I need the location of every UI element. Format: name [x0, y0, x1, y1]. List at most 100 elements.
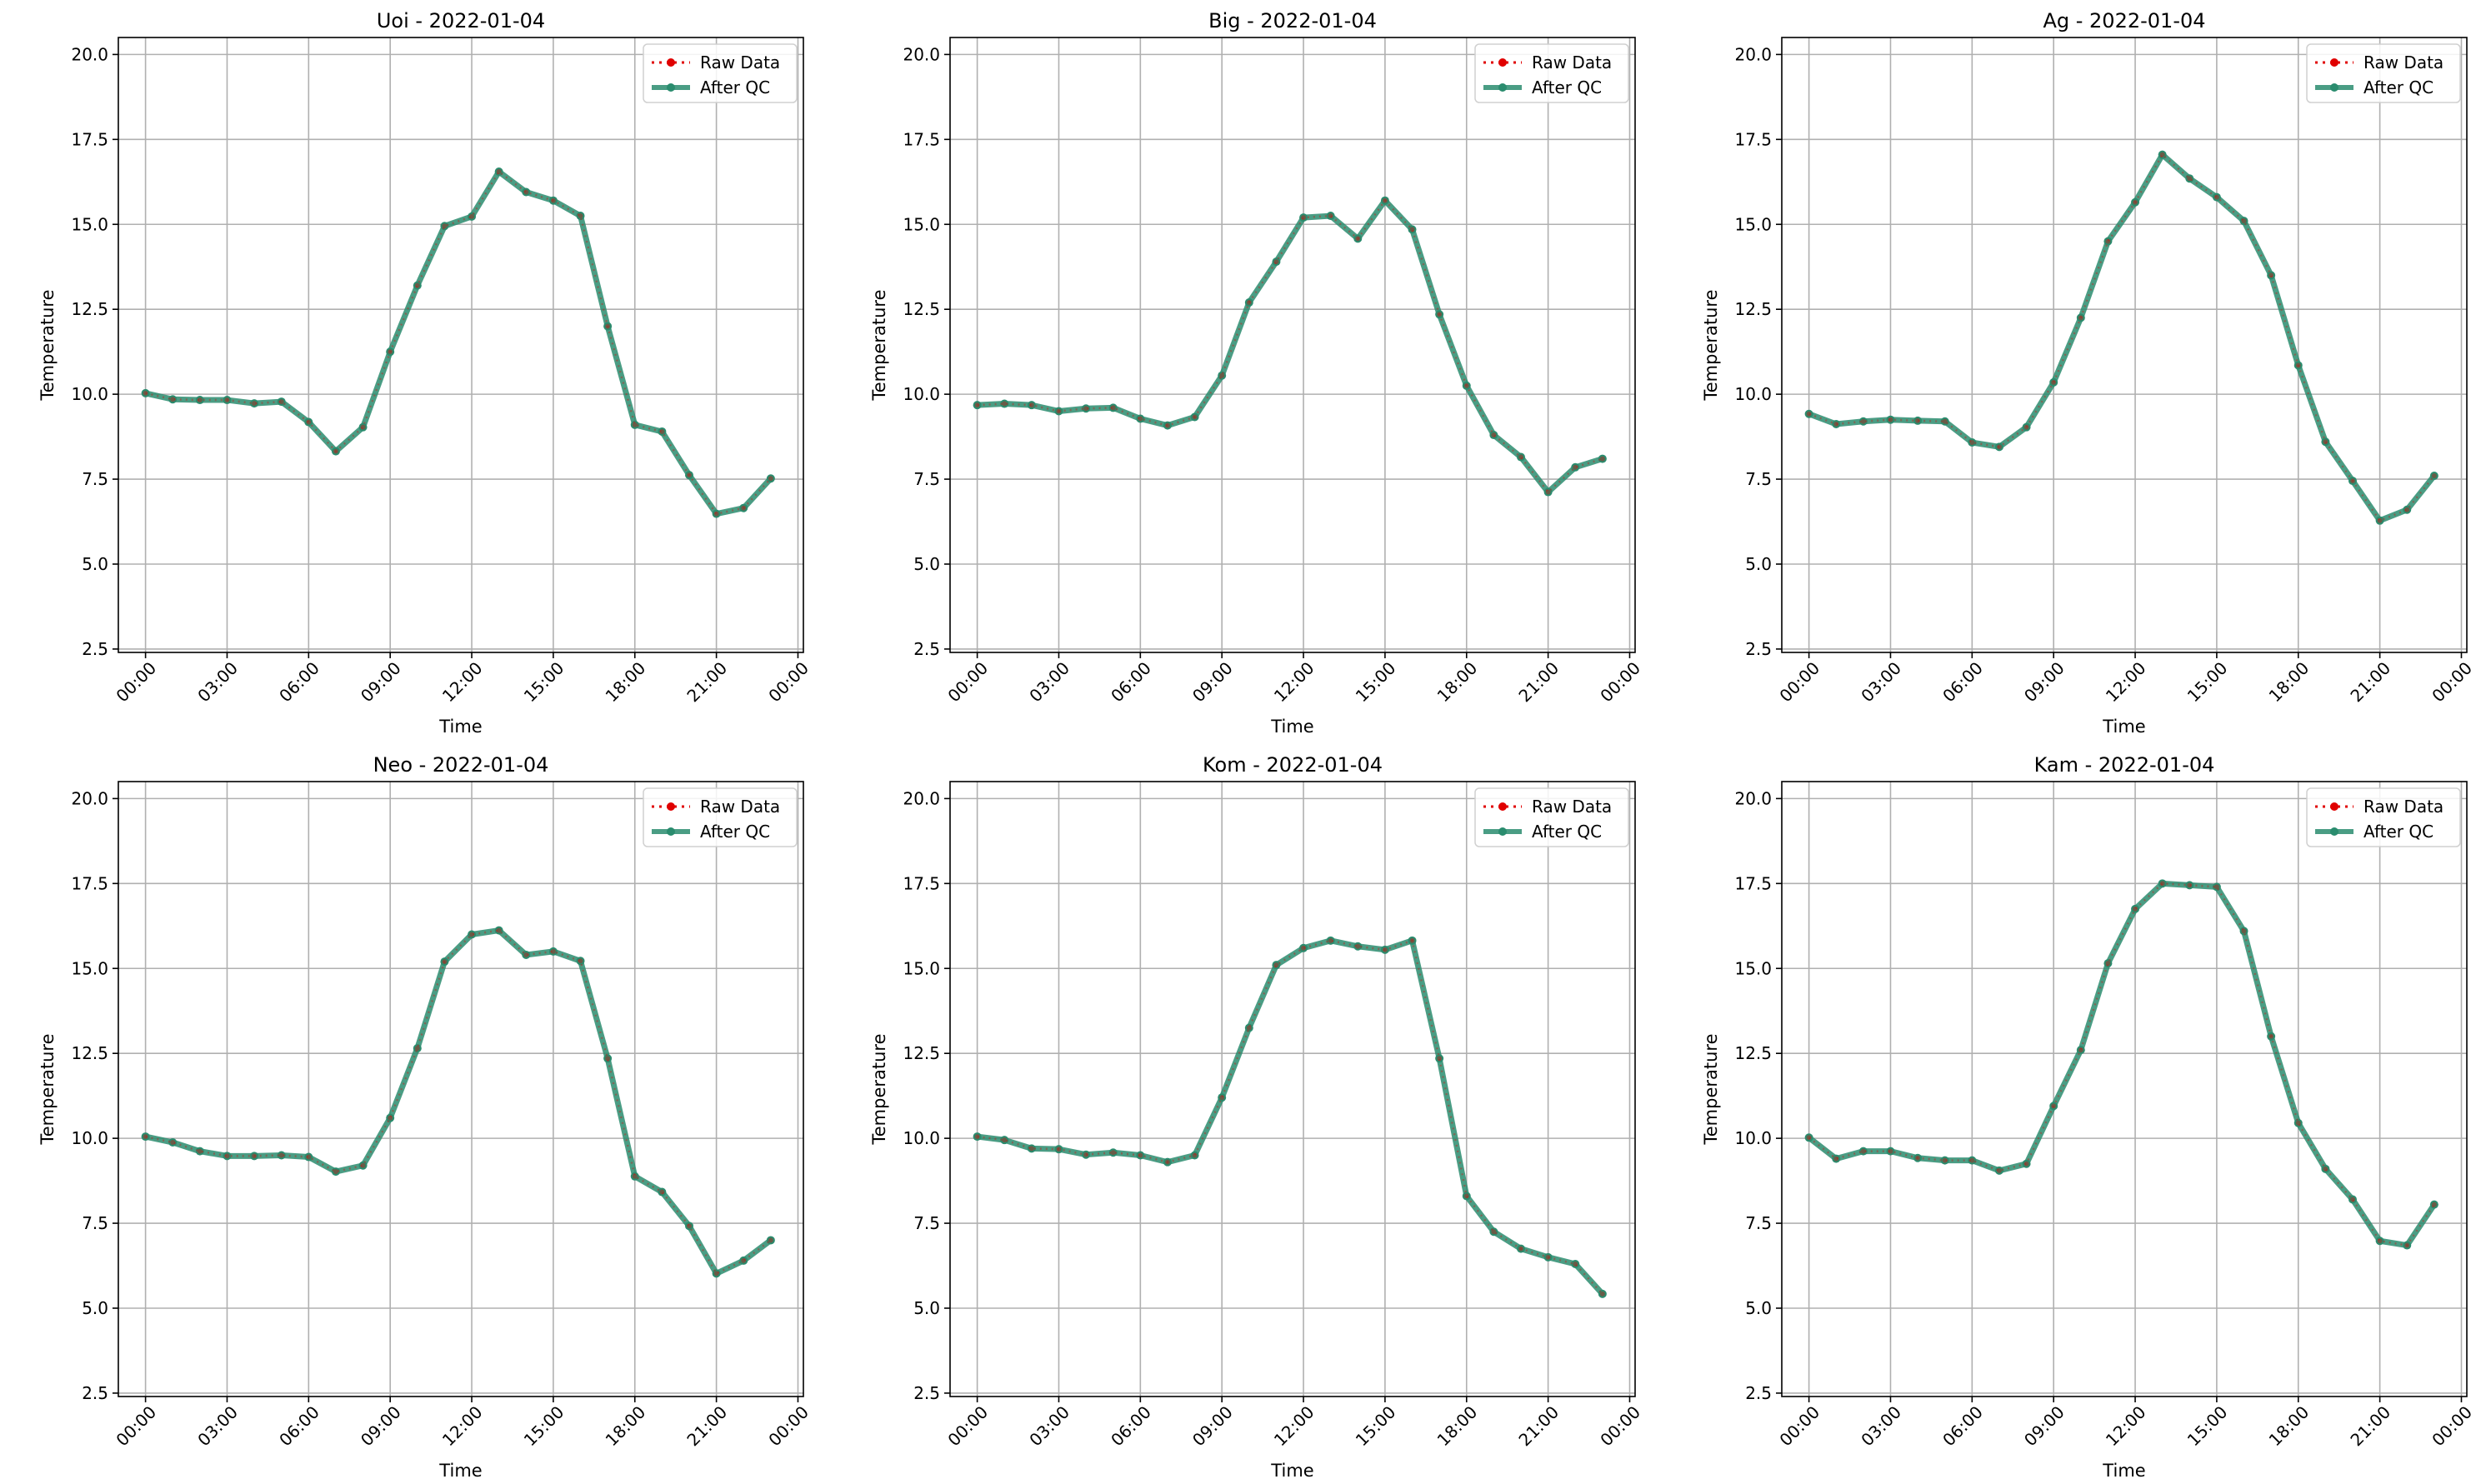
after-qc-point — [1000, 399, 1009, 408]
series-after-qc — [973, 936, 1607, 1298]
after-qc-point — [658, 427, 667, 436]
raw-data-point — [2431, 472, 2437, 478]
raw-data-point — [1355, 236, 1361, 242]
raw-data-point — [1138, 1152, 1143, 1158]
after-qc-point — [304, 1152, 313, 1162]
series-raw-data — [974, 197, 1605, 495]
y-tick-label: 17.5 — [1734, 873, 1772, 893]
after-qc-point — [2293, 1118, 2303, 1127]
raw-data-point — [1463, 1193, 1469, 1199]
y-tick-label: 2.5 — [1745, 1383, 1772, 1403]
raw-data-point — [741, 505, 747, 511]
y-axis-label: Temperature — [38, 1033, 58, 1145]
series-after-qc — [973, 196, 1607, 497]
axes-frame — [118, 37, 804, 653]
legend-label-after-qc: After QC — [700, 77, 770, 97]
after-qc-point — [440, 222, 449, 231]
legend: Raw Data After QC — [2306, 787, 2461, 847]
y-tick-label: 20.0 — [903, 788, 940, 808]
y-tick-label: 12.5 — [71, 1043, 108, 1063]
y-tick-label: 12.5 — [1734, 299, 1772, 319]
legend-marker-raw-data — [2330, 802, 2338, 811]
x-tick-label: 06:00 — [1107, 1402, 1155, 1451]
x-tick-label: 00:00 — [112, 1402, 160, 1451]
raw-data-point — [1491, 432, 1497, 438]
raw-data-point — [278, 1152, 284, 1158]
series-after-qc-line — [977, 197, 1603, 496]
raw-data-point — [2159, 881, 2165, 887]
raw-data-point — [1545, 1254, 1551, 1260]
series-raw-data-line — [1808, 882, 2435, 1247]
raw-data-point — [768, 1237, 773, 1243]
y-tick-label: 17.5 — [71, 873, 108, 893]
after-qc-point — [2348, 477, 2357, 486]
after-qc-point — [250, 399, 259, 408]
legend-label-raw-data: Raw Data — [700, 797, 780, 817]
raw-data-point — [252, 1153, 258, 1159]
after-qc-point — [2185, 174, 2194, 183]
after-qc-point — [548, 947, 558, 956]
after-qc-point — [766, 1236, 775, 1245]
after-qc-point — [223, 1152, 232, 1161]
x-tick-label: 21:00 — [2346, 1402, 2394, 1451]
raw-data-point — [1518, 454, 1523, 460]
x-tick-label: 21:00 — [1514, 1402, 1563, 1451]
legend-marker-raw-data — [1498, 802, 1507, 811]
chart-title: Kam - 2022-01-04 — [2034, 753, 2215, 777]
y-tick-label: 2.5 — [913, 1383, 940, 1403]
raw-data-point — [2404, 1242, 2410, 1248]
y-tick-label: 2.5 — [913, 639, 940, 659]
raw-data-point — [1083, 1152, 1089, 1157]
raw-data-point — [523, 952, 529, 957]
series-after-qc-line — [1808, 152, 2437, 524]
subplot: 2.5 5.0 7.5 10.0 12.5 15.0 17.5 20.0 00:00 03:00 0… — [38, 9, 813, 737]
raw-data-point — [1246, 1025, 1252, 1031]
after-qc-point — [358, 422, 368, 432]
after-qc-point — [2348, 1195, 2357, 1204]
raw-data-point — [1942, 1157, 1948, 1163]
raw-data-point — [2350, 1197, 2355, 1202]
raw-data-point — [360, 424, 366, 430]
series-raw-data — [974, 937, 1605, 1297]
x-tick-label: 21:00 — [683, 658, 731, 707]
raw-data-point — [2377, 517, 2383, 523]
y-tick-label: 10.0 — [903, 384, 940, 404]
after-qc-point — [2076, 313, 2085, 322]
after-qc-point — [548, 196, 558, 205]
raw-data-point — [1382, 197, 1388, 203]
x-tick-label: 12:00 — [438, 658, 487, 707]
after-qc-point — [2375, 516, 2384, 525]
y-tick-label: 17.5 — [1734, 129, 1772, 149]
after-qc-point — [1462, 1192, 1471, 1201]
y-tick-label: 15.0 — [71, 958, 108, 978]
subplot: 2.5 5.0 7.5 10.0 12.5 15.0 17.5 20.0 00:00 03:00 0… — [1701, 9, 2476, 737]
y-tick-label: 15.0 — [903, 958, 940, 978]
x-tick-label: 21:00 — [2346, 658, 2394, 707]
raw-data-point — [2133, 199, 2138, 205]
raw-data-point — [170, 397, 176, 402]
after-qc-point — [2158, 879, 2167, 888]
raw-data-point — [1573, 464, 1578, 470]
raw-data-point — [687, 472, 692, 478]
raw-data-point — [1969, 1157, 1975, 1163]
raw-data-point — [550, 197, 556, 203]
series-after-qc — [141, 926, 775, 1278]
raw-data-point — [414, 282, 420, 288]
raw-data-point — [333, 1169, 338, 1175]
after-qc-point — [1000, 1136, 1009, 1145]
raw-data-point — [224, 397, 230, 403]
after-qc-point — [494, 926, 503, 935]
series-after-qc-line — [144, 168, 773, 517]
raw-data-point — [1273, 962, 1279, 968]
x-tick-label: 03:00 — [1857, 658, 1905, 707]
y-tick-label: 12.5 — [903, 299, 940, 319]
legend: Raw Data After QC — [1474, 43, 1629, 103]
raw-data-point — [687, 1223, 692, 1229]
series-raw-data-line — [1808, 152, 2435, 522]
y-tick-label: 12.5 — [1734, 1043, 1772, 1063]
subplot: 2.5 5.0 7.5 10.0 12.5 15.0 17.5 20.0 00:00 03:00 0… — [38, 753, 813, 1481]
after-qc-point — [2321, 1164, 2330, 1173]
x-tick-label: 00:00 — [1596, 658, 1644, 707]
after-qc-point — [1571, 462, 1580, 472]
y-tick-label: 20.0 — [903, 44, 940, 64]
